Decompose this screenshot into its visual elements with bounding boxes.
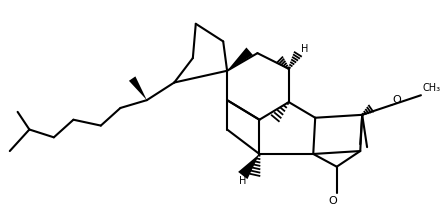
- Text: CH₃: CH₃: [423, 83, 441, 93]
- Polygon shape: [129, 76, 147, 100]
- Polygon shape: [238, 154, 259, 179]
- Text: O: O: [328, 196, 337, 206]
- Text: H: H: [301, 44, 308, 54]
- Text: O: O: [392, 95, 401, 105]
- Text: H: H: [239, 176, 247, 186]
- Polygon shape: [227, 47, 253, 71]
